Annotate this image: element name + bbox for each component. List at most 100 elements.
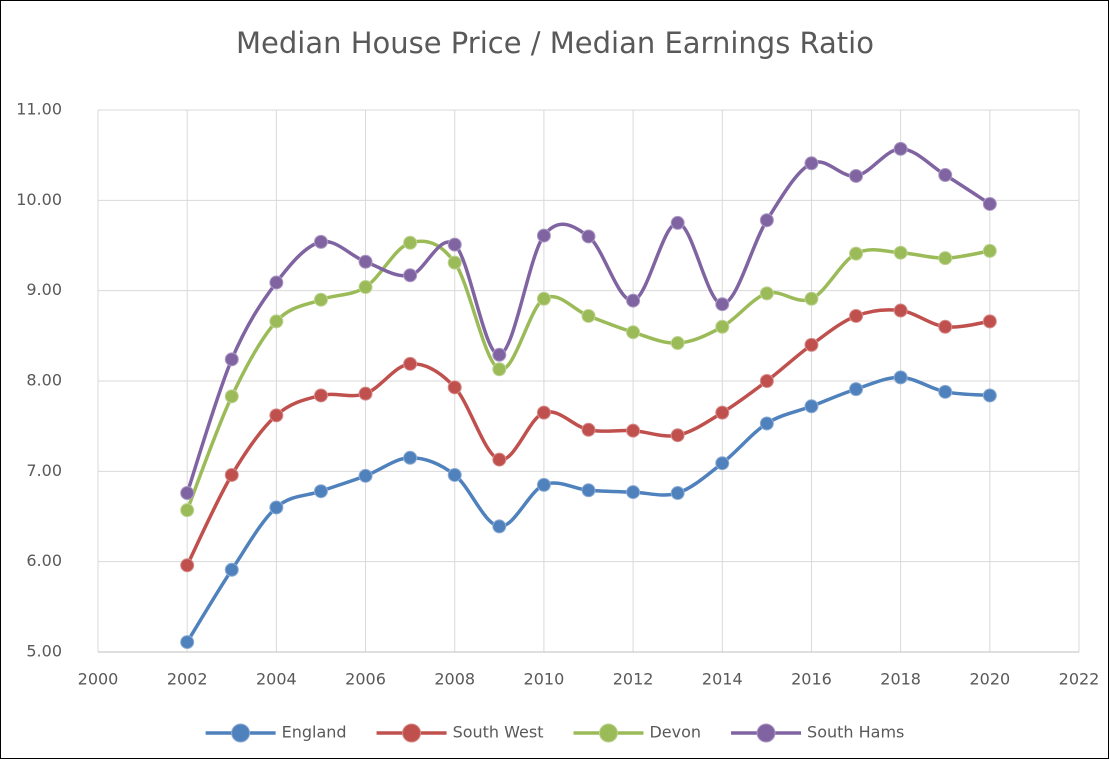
point <box>180 635 195 650</box>
x-tick-label: 2004 <box>256 670 297 689</box>
x-tick-label: 2018 <box>880 670 921 689</box>
legend-label: Devon <box>649 723 701 742</box>
y-tick-label: 8.00 <box>26 371 62 390</box>
point <box>982 388 997 403</box>
legend: England South West Devon South Hams <box>205 723 904 743</box>
y-tick-label: 7.00 <box>26 461 62 480</box>
point <box>536 477 551 492</box>
x-tick-label: 2016 <box>791 670 832 689</box>
point <box>893 245 908 260</box>
point <box>358 254 373 269</box>
point <box>581 422 596 437</box>
point <box>581 483 596 498</box>
legend-label: South West <box>453 723 544 742</box>
point <box>626 423 641 438</box>
point <box>849 308 864 323</box>
point <box>447 467 462 482</box>
point <box>492 347 507 362</box>
point <box>759 416 774 431</box>
point <box>403 450 418 465</box>
point <box>313 388 328 403</box>
point <box>804 399 819 414</box>
point <box>759 286 774 301</box>
point <box>626 325 641 340</box>
point <box>715 405 730 420</box>
point <box>715 297 730 312</box>
point <box>269 314 284 329</box>
point <box>626 485 641 500</box>
legend-marker <box>598 723 618 743</box>
point <box>492 362 507 377</box>
point <box>804 337 819 352</box>
point <box>938 168 953 183</box>
x-tick-label: 2020 <box>969 670 1010 689</box>
point <box>403 356 418 371</box>
point <box>849 382 864 397</box>
y-tick-label: 11.00 <box>16 100 62 119</box>
point <box>938 319 953 334</box>
point <box>358 280 373 295</box>
point <box>759 213 774 228</box>
point <box>269 408 284 423</box>
point <box>536 291 551 306</box>
point <box>269 500 284 515</box>
point <box>447 255 462 270</box>
point <box>670 336 685 351</box>
point <box>982 314 997 329</box>
legend-label: South Hams <box>807 723 904 742</box>
y-tick-label: 5.00 <box>26 642 62 661</box>
point <box>581 308 596 323</box>
point <box>180 558 195 573</box>
x-tick-label: 2000 <box>78 670 119 689</box>
legend-marker <box>231 723 251 743</box>
x-tick-label: 2012 <box>613 670 654 689</box>
x-tick-label: 2008 <box>434 670 475 689</box>
point <box>447 237 462 252</box>
point <box>313 484 328 499</box>
point <box>536 405 551 420</box>
legend-marker <box>756 723 776 743</box>
y-tick-label: 6.00 <box>26 551 62 570</box>
point <box>358 468 373 483</box>
point <box>180 486 195 501</box>
point <box>982 243 997 258</box>
point <box>313 234 328 249</box>
x-tick-label: 2022 <box>1059 670 1100 689</box>
y-tick-label: 10.00 <box>16 190 62 209</box>
point <box>626 293 641 308</box>
point <box>670 486 685 501</box>
point <box>492 452 507 467</box>
point <box>224 389 239 404</box>
point <box>224 352 239 367</box>
x-tick-label: 2006 <box>345 670 386 689</box>
point <box>893 141 908 156</box>
point <box>849 246 864 261</box>
x-tick-label: 2002 <box>167 670 208 689</box>
point <box>670 215 685 230</box>
point <box>804 156 819 171</box>
point <box>893 303 908 318</box>
point <box>804 291 819 306</box>
point <box>982 196 997 211</box>
point <box>180 503 195 518</box>
legend-label: England <box>282 723 347 742</box>
point <box>670 428 685 443</box>
point <box>938 384 953 399</box>
series-line <box>185 239 991 511</box>
point <box>224 562 239 577</box>
point <box>715 319 730 334</box>
point <box>269 275 284 290</box>
x-tick-label: 2010 <box>524 670 565 689</box>
legend-marker <box>402 723 422 743</box>
point <box>313 292 328 307</box>
point <box>715 456 730 471</box>
point <box>492 519 507 534</box>
chart-title: Median House Price / Median Earnings Rat… <box>236 26 874 60</box>
point <box>536 228 551 243</box>
point <box>938 251 953 266</box>
point <box>358 386 373 401</box>
point <box>224 467 239 482</box>
